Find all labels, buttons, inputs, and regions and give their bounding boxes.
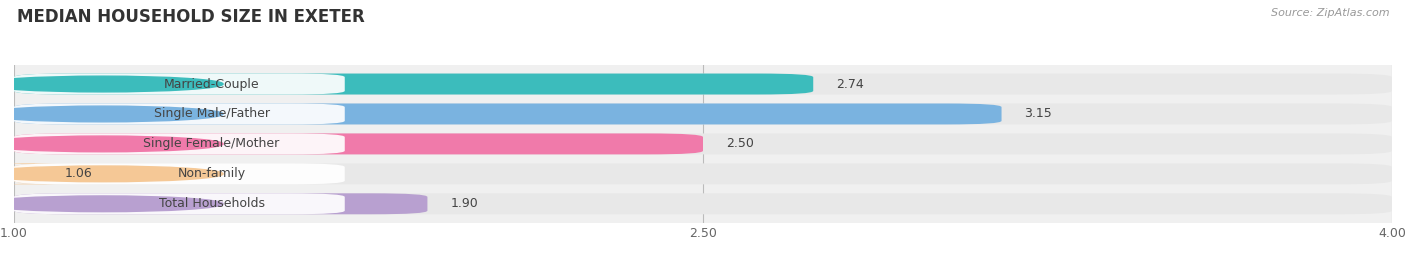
Circle shape bbox=[0, 76, 224, 92]
FancyBboxPatch shape bbox=[14, 73, 344, 94]
Circle shape bbox=[0, 196, 224, 212]
Circle shape bbox=[0, 166, 224, 182]
Text: 2.50: 2.50 bbox=[725, 137, 754, 150]
Text: 3.15: 3.15 bbox=[1025, 108, 1052, 121]
FancyBboxPatch shape bbox=[14, 163, 344, 184]
Text: Single Female/Mother: Single Female/Mother bbox=[143, 137, 280, 150]
FancyBboxPatch shape bbox=[14, 193, 1392, 214]
FancyBboxPatch shape bbox=[14, 73, 1392, 94]
Text: 1.06: 1.06 bbox=[65, 167, 93, 180]
FancyBboxPatch shape bbox=[14, 133, 1392, 154]
Circle shape bbox=[0, 106, 224, 122]
Text: Source: ZipAtlas.com: Source: ZipAtlas.com bbox=[1271, 8, 1389, 18]
FancyBboxPatch shape bbox=[14, 163, 1392, 184]
Text: MEDIAN HOUSEHOLD SIZE IN EXETER: MEDIAN HOUSEHOLD SIZE IN EXETER bbox=[17, 8, 364, 26]
Text: Married-Couple: Married-Couple bbox=[163, 77, 259, 91]
Text: Non-family: Non-family bbox=[177, 167, 246, 180]
FancyBboxPatch shape bbox=[14, 193, 427, 214]
Text: 2.74: 2.74 bbox=[837, 77, 863, 91]
FancyBboxPatch shape bbox=[14, 104, 344, 125]
Text: Single Male/Father: Single Male/Father bbox=[153, 108, 270, 121]
Text: 1.90: 1.90 bbox=[450, 197, 478, 210]
FancyBboxPatch shape bbox=[14, 133, 703, 154]
FancyBboxPatch shape bbox=[0, 163, 69, 184]
FancyBboxPatch shape bbox=[14, 193, 344, 214]
Text: Total Households: Total Households bbox=[159, 197, 264, 210]
FancyBboxPatch shape bbox=[14, 133, 344, 154]
FancyBboxPatch shape bbox=[14, 104, 1001, 125]
FancyBboxPatch shape bbox=[14, 104, 1392, 125]
Circle shape bbox=[0, 136, 224, 152]
FancyBboxPatch shape bbox=[14, 73, 813, 94]
